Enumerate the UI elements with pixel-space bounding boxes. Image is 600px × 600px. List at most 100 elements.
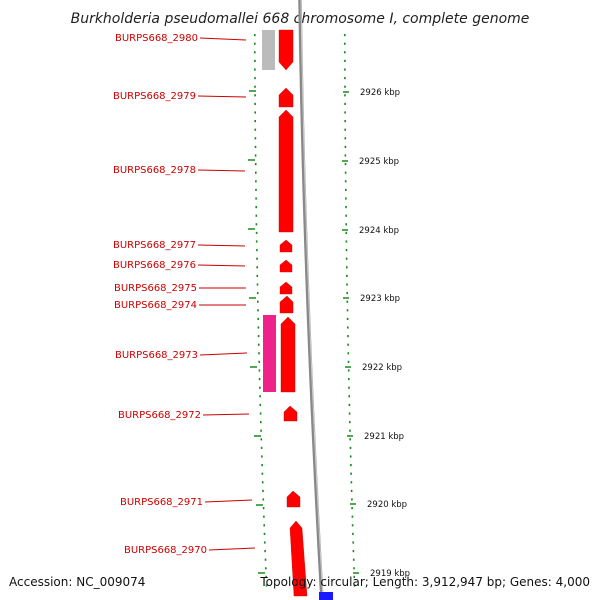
gene-feature-2972[interactable] <box>283 405 298 422</box>
left-dot <box>259 395 261 398</box>
gene-label[interactable]: BURPS668_2976 <box>113 260 196 271</box>
gene-label[interactable]: BURPS668_2972 <box>118 410 201 421</box>
right-dot <box>347 343 349 346</box>
kbp-label: 2920 kbp <box>367 500 407 510</box>
left-dot <box>264 550 266 553</box>
right-dot <box>353 575 356 578</box>
right-dot <box>344 68 346 71</box>
gene-leader-line <box>202 413 250 416</box>
right-dot <box>344 42 346 45</box>
gene-feature-2973-pink[interactable] <box>263 315 276 392</box>
left-dot <box>256 249 258 252</box>
gene-label[interactable]: BURPS668_2970 <box>124 545 207 556</box>
gene-feature-gray[interactable] <box>262 30 275 70</box>
genome-backbone-highlight <box>300 0 324 600</box>
left-dot <box>254 77 256 80</box>
left-dot <box>255 206 257 209</box>
left-dot <box>256 257 258 260</box>
left-dot <box>255 180 257 183</box>
right-dot <box>351 498 353 501</box>
kbp-label: 2921 kbp <box>364 432 404 442</box>
left-dot <box>256 283 259 286</box>
left-dot <box>254 154 257 157</box>
gene-features <box>262 29 333 600</box>
left-dot <box>255 214 258 217</box>
gene-leader-line <box>197 169 246 172</box>
kbp-label: 2926 kbp <box>360 88 400 98</box>
left-dot <box>257 326 260 329</box>
left-dot <box>264 558 267 561</box>
left-dot <box>258 378 261 381</box>
gene-label[interactable]: BURPS668_2974 <box>114 300 197 311</box>
gene-feature-2973[interactable] <box>280 316 296 393</box>
left-dot <box>254 145 257 148</box>
gene-feature-blue[interactable] <box>319 592 333 600</box>
left-dot <box>260 446 263 449</box>
left-dot <box>261 464 263 467</box>
right-dot <box>346 266 348 269</box>
gene-feature-2978[interactable] <box>278 109 294 233</box>
right-dot <box>344 145 347 148</box>
left-dot <box>257 317 259 320</box>
gene-label[interactable]: BURPS668_2980 <box>115 33 198 44</box>
gene-feature-2974[interactable] <box>279 295 294 314</box>
right-dot <box>352 541 354 544</box>
gene-label[interactable]: BURPS668_2978 <box>113 165 196 176</box>
right-dot <box>347 326 349 329</box>
genome-backbone <box>298 0 324 600</box>
gene-feature-2970[interactable] <box>289 520 308 597</box>
right-dot <box>349 438 351 441</box>
gene-feature-2971[interactable] <box>286 490 301 508</box>
right-dot <box>347 360 350 363</box>
left-dot <box>255 223 258 226</box>
left-dot <box>258 360 260 363</box>
dotted-guide-tracks <box>248 34 356 587</box>
left-dot <box>256 292 259 295</box>
right-dot <box>352 532 354 535</box>
gene-labels: BURPS668_2980 BURPS668_2979 BURPS668_297… <box>113 33 256 556</box>
left-dot <box>254 94 256 97</box>
gene-label[interactable]: BURPS668_2975 <box>114 283 197 294</box>
gene-feature-2980[interactable] <box>278 29 294 71</box>
kbp-label: 2924 kbp <box>359 226 399 236</box>
left-dot <box>261 455 263 458</box>
left-dot <box>254 137 257 140</box>
gene-feature-2976[interactable] <box>279 259 293 273</box>
gene-feature-2977[interactable] <box>279 239 293 253</box>
left-dot <box>259 412 262 415</box>
gene-label[interactable]: BURPS668_2977 <box>113 240 196 251</box>
right-dot <box>344 51 346 54</box>
right-dot <box>348 386 350 389</box>
gene-feature-2975[interactable] <box>279 281 293 295</box>
left-dot <box>259 403 262 406</box>
gene-label[interactable]: BURPS668_2979 <box>113 91 196 102</box>
right-dot <box>346 292 348 295</box>
gene-label[interactable]: BURPS668_2973 <box>115 350 198 361</box>
right-dot <box>350 464 352 467</box>
left-dot <box>263 524 265 527</box>
gene-leader-line <box>197 95 247 98</box>
right-dot <box>344 154 347 157</box>
right-dot <box>344 102 346 105</box>
right-dot <box>348 412 351 415</box>
gene-label[interactable]: BURPS668_2971 <box>120 497 203 508</box>
right-dot <box>353 567 355 570</box>
left-dot <box>264 541 266 544</box>
left-dot <box>262 489 264 492</box>
right-dot <box>347 352 350 355</box>
right-dot <box>344 120 346 123</box>
left-dot <box>257 335 260 338</box>
left-dot <box>254 128 257 131</box>
gene-feature-2979[interactable] <box>278 87 294 108</box>
right-dot <box>349 421 351 424</box>
left-dot <box>254 59 256 62</box>
right-dot <box>346 300 349 303</box>
right-dot <box>344 59 346 62</box>
left-dot <box>260 421 262 424</box>
left-dot <box>254 111 256 114</box>
right-dot <box>344 77 346 80</box>
right-dot <box>344 85 346 88</box>
right-dot <box>346 309 349 312</box>
right-dot <box>353 584 356 587</box>
